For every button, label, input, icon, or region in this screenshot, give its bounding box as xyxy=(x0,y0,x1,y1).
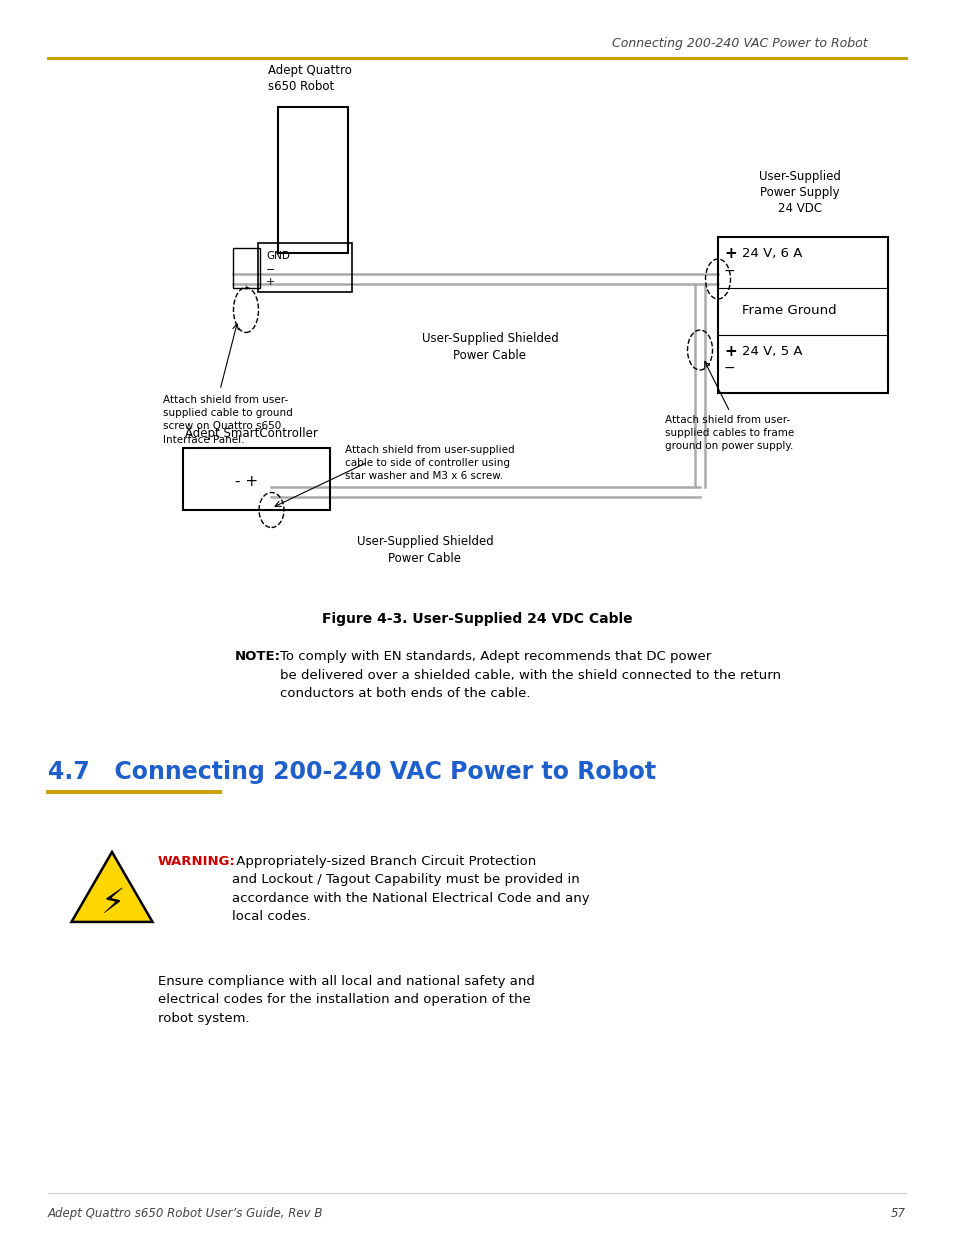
Text: −: − xyxy=(266,266,275,275)
Text: NOTE:: NOTE: xyxy=(234,650,281,663)
Text: Frame Ground: Frame Ground xyxy=(741,304,836,316)
Bar xyxy=(257,243,352,291)
Text: User-Supplied Shielded
Power Cable: User-Supplied Shielded Power Cable xyxy=(356,535,493,564)
Text: Attach shield from user-
supplied cable to ground
screw on Quattro s650
Interfac: Attach shield from user- supplied cable … xyxy=(163,395,293,445)
Text: - +: - + xyxy=(234,474,258,489)
Bar xyxy=(277,107,348,253)
Text: 57: 57 xyxy=(890,1207,905,1220)
Text: 24 V, 5 A: 24 V, 5 A xyxy=(741,345,801,357)
Text: Attach shield from user-supplied
cable to side of controller using
star washer a: Attach shield from user-supplied cable t… xyxy=(345,445,514,482)
Bar xyxy=(183,448,330,510)
Text: Adept SmartController: Adept SmartController xyxy=(185,427,317,440)
Text: Adept Quattro s650 Robot User’s Guide, Rev B: Adept Quattro s650 Robot User’s Guide, R… xyxy=(48,1207,323,1220)
Text: GND: GND xyxy=(266,251,290,261)
Text: Connecting 200-240 VAC Power to Robot: Connecting 200-240 VAC Power to Robot xyxy=(612,37,867,49)
Text: WARNING:: WARNING: xyxy=(158,855,235,868)
Text: Adept Quattro
s650 Robot: Adept Quattro s650 Robot xyxy=(268,64,352,93)
Text: 4.7   Connecting 200-240 VAC Power to Robot: 4.7 Connecting 200-240 VAC Power to Robo… xyxy=(48,760,656,784)
Text: −: − xyxy=(723,264,735,278)
Text: +: + xyxy=(723,343,736,358)
Polygon shape xyxy=(71,852,152,921)
Text: 24 V, 6 A: 24 V, 6 A xyxy=(741,247,801,259)
Text: ⚡: ⚡ xyxy=(100,885,124,920)
Text: Attach shield from user-
supplied cables to frame
ground on power supply.: Attach shield from user- supplied cables… xyxy=(664,415,794,452)
Text: +: + xyxy=(266,277,275,287)
Text: +: + xyxy=(723,246,736,261)
Text: Ensure compliance with all local and national safety and
electrical codes for th: Ensure compliance with all local and nat… xyxy=(158,974,535,1025)
Text: To comply with EN standards, Adept recommends that DC power
be delivered over a : To comply with EN standards, Adept recom… xyxy=(280,650,781,700)
Text: Figure 4-3. User-Supplied 24 VDC Cable: Figure 4-3. User-Supplied 24 VDC Cable xyxy=(321,613,632,626)
Text: Appropriately-sized Branch Circuit Protection
and Lockout / Tagout Capability mu: Appropriately-sized Branch Circuit Prote… xyxy=(232,855,589,924)
Bar xyxy=(718,237,887,393)
Text: User-Supplied
Power Supply
24 VDC: User-Supplied Power Supply 24 VDC xyxy=(759,170,840,215)
Bar xyxy=(233,248,260,288)
Text: User-Supplied Shielded
Power Cable: User-Supplied Shielded Power Cable xyxy=(421,332,558,362)
Text: −: − xyxy=(723,361,735,375)
